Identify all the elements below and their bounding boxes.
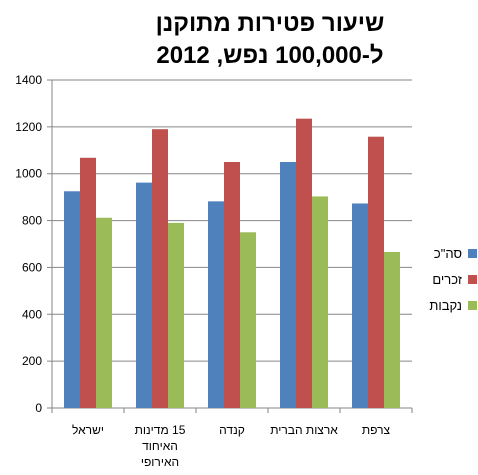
legend-swatch-male <box>468 274 477 284</box>
x-tick-label: 15 מדינות האיחוד האירופי <box>135 423 186 469</box>
x-tick-label: קנדה <box>219 423 245 437</box>
legend-item-male: זכרים <box>425 266 477 292</box>
legend-item-total: סה"כ <box>425 240 477 266</box>
x-tick-label: צרפת <box>362 423 391 437</box>
y-tick-label: 800 <box>22 214 42 228</box>
x-tick-label: ארצות הברית <box>270 423 338 437</box>
bar <box>280 162 296 408</box>
legend-swatch-female <box>468 300 477 310</box>
legend-label-female: נקבות <box>429 297 462 313</box>
y-tick-label: 1400 <box>15 73 42 87</box>
chart-legend: סה"כ זכרים נקבות <box>425 240 477 318</box>
bar <box>368 136 384 408</box>
bar <box>168 222 184 408</box>
bar <box>64 191 80 408</box>
bar <box>208 201 224 408</box>
bar <box>312 196 328 408</box>
bar <box>384 251 400 408</box>
bar <box>352 203 368 408</box>
bar <box>80 157 96 408</box>
bar <box>296 118 312 409</box>
bar <box>224 162 240 408</box>
y-tick-label: 1000 <box>15 167 42 181</box>
x-tick-label: ישראל <box>72 423 104 437</box>
legend-label-male: זכרים <box>432 271 462 287</box>
y-tick-label: 200 <box>22 354 42 368</box>
legend-swatch-total <box>468 248 477 258</box>
bar <box>136 182 152 408</box>
y-tick-label: 400 <box>22 307 42 321</box>
y-tick-label: 600 <box>22 260 42 274</box>
legend-item-female: נקבות <box>425 292 477 318</box>
y-tick-label: 0 <box>35 401 42 415</box>
y-tick-label: 1200 <box>15 120 42 134</box>
bar <box>96 217 112 408</box>
chart-title: שיעור פטירות מתוקנן ל-100,000 נפש, 2012 <box>155 10 385 69</box>
bar <box>152 129 168 408</box>
bar <box>240 232 256 408</box>
legend-label-total: סה"כ <box>433 245 462 261</box>
